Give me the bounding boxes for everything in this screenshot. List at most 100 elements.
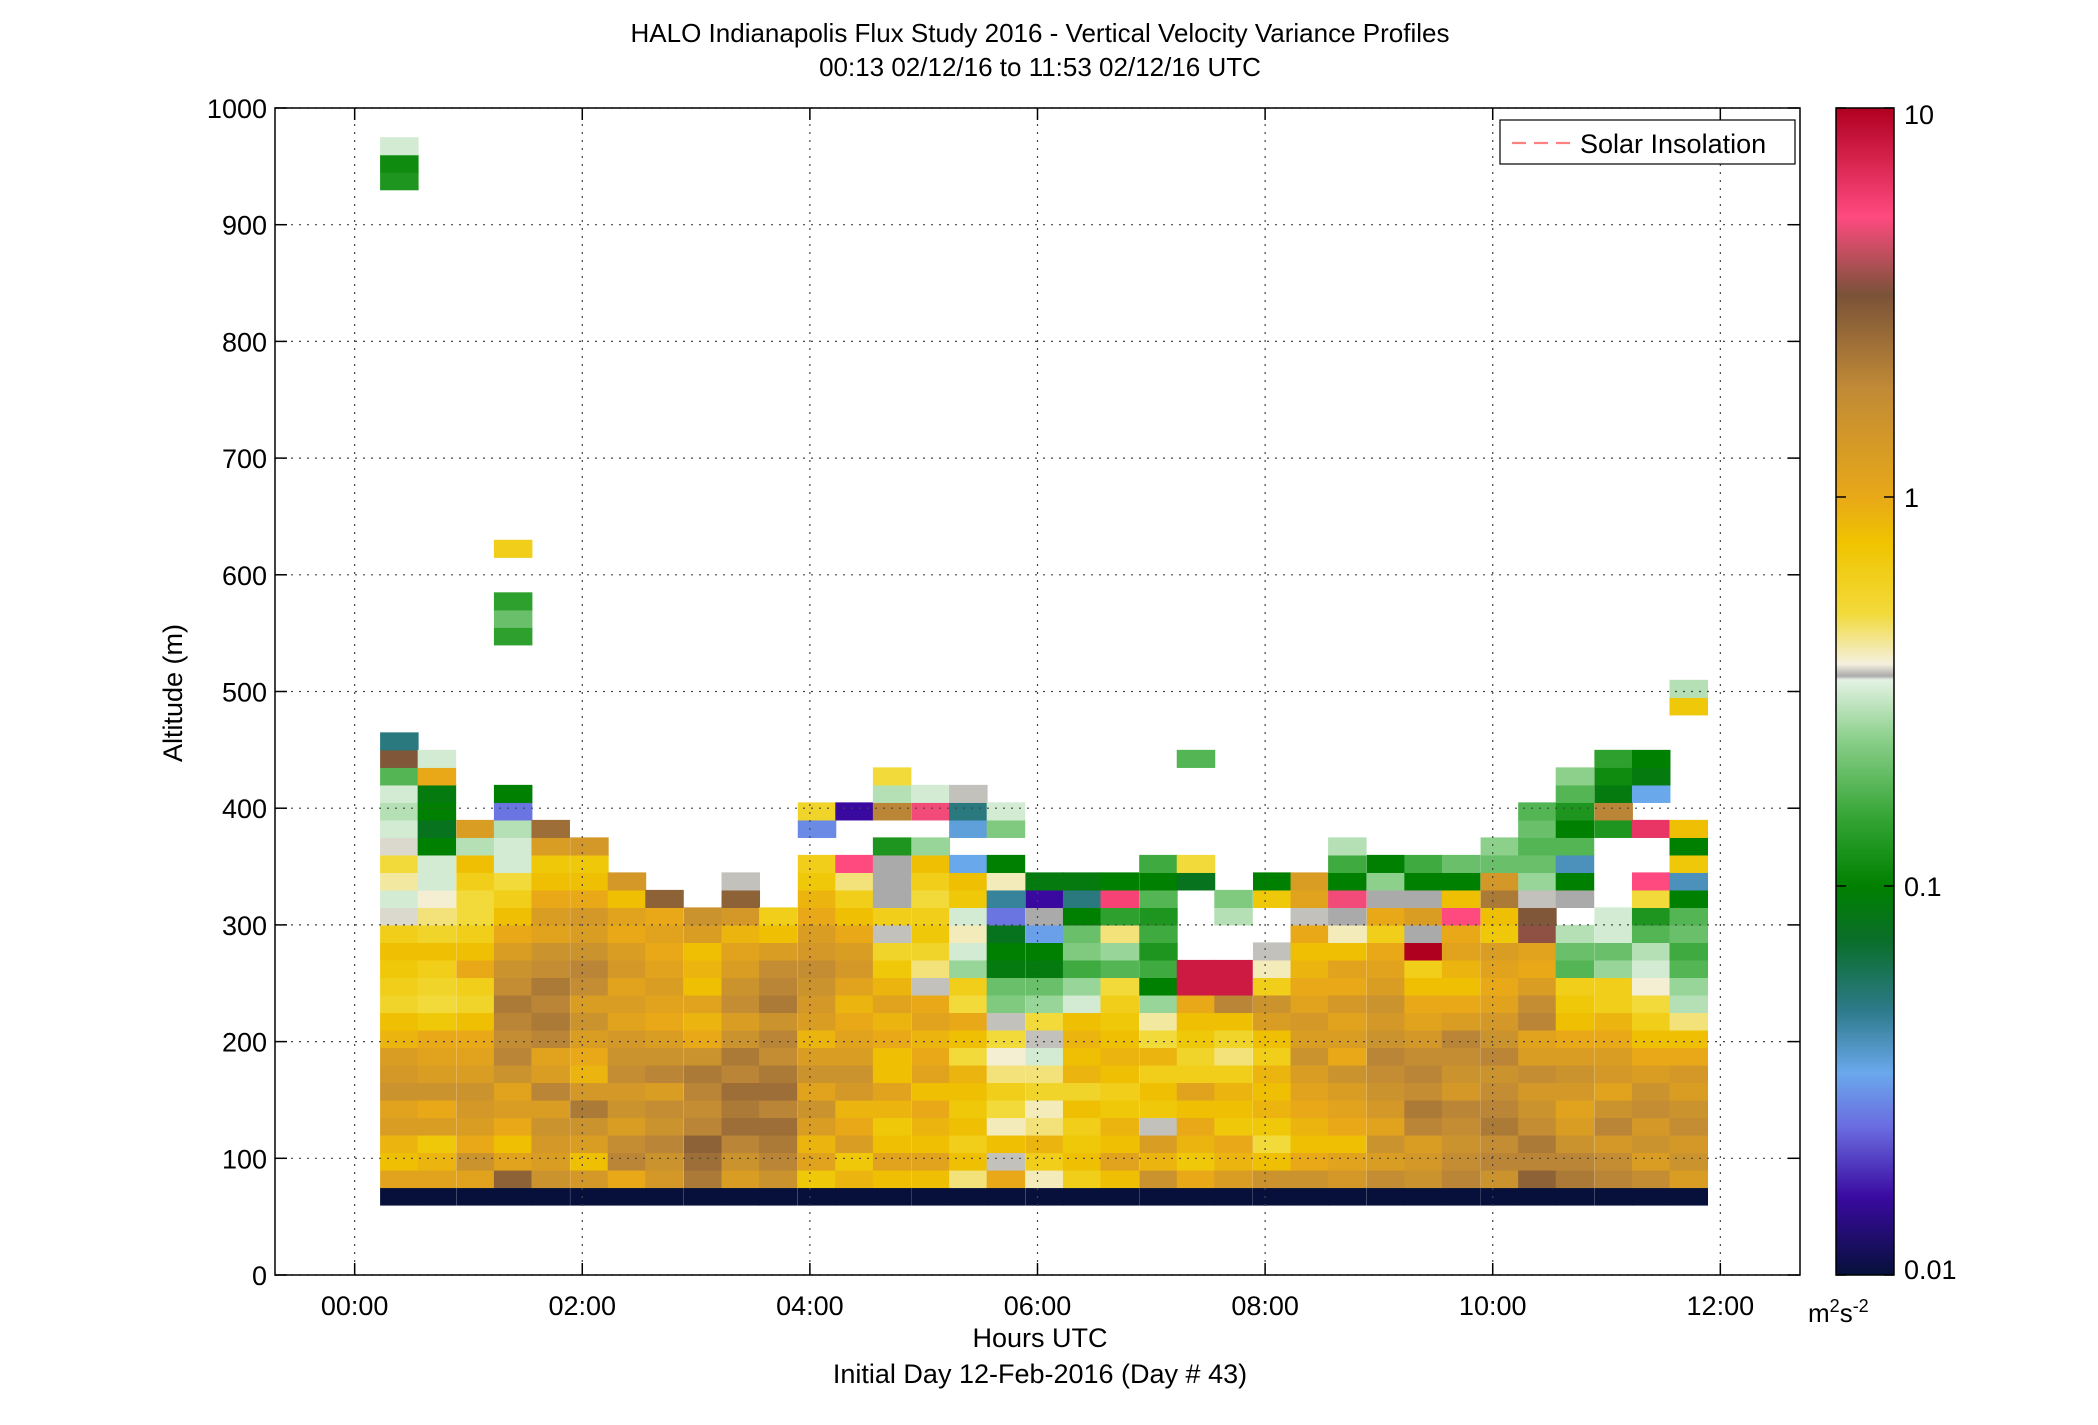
heatmap-cell [835, 1134, 874, 1154]
x-tick-label: 12:00 [1687, 1291, 1755, 1321]
heatmap-cell [1631, 907, 1671, 926]
heatmap-cell [380, 802, 419, 821]
legend-box [1499, 119, 1796, 165]
heatmap-cell [645, 1187, 684, 1206]
heatmap-cell [759, 1029, 798, 1049]
heatmap-cell [645, 907, 684, 926]
heatmap-cell [835, 872, 874, 891]
heatmap-cell [531, 994, 570, 1014]
heatmap-cell [1555, 872, 1595, 891]
heatmap-cell [1631, 942, 1671, 961]
heatmap-cell [1480, 907, 1520, 926]
heatmap-cell [645, 1047, 684, 1066]
heatmap-cell [759, 942, 798, 961]
heatmap-cell [949, 889, 988, 908]
y-tick-label: 800 [222, 327, 267, 357]
heatmap-cell [986, 924, 1026, 943]
heatmap-cell [1062, 924, 1102, 943]
heatmap-cell [1631, 819, 1671, 838]
heatmap-cell [570, 1187, 609, 1206]
heatmap-cell [456, 994, 495, 1014]
heatmap-cell [797, 959, 837, 979]
heatmap-cell [1328, 889, 1367, 908]
heatmap-cell [1404, 924, 1443, 943]
heatmap-cell [1100, 1082, 1139, 1101]
heatmap-cell [645, 977, 684, 996]
heatmap-cell [835, 1117, 874, 1136]
heatmap-cell [1594, 1029, 1633, 1049]
heatmap-cell [570, 854, 609, 873]
heatmap-cell [531, 1187, 570, 1206]
heatmap-cell [1290, 1099, 1330, 1119]
heatmap-cell [1404, 1134, 1443, 1154]
heatmap-cell [835, 924, 874, 943]
heatmap-cell [1366, 1047, 1406, 1066]
heatmap-cell [1328, 907, 1367, 926]
heatmap-cell [1555, 994, 1595, 1014]
heatmap-cell [1441, 924, 1481, 943]
heatmap-cell [835, 1187, 874, 1206]
colorbar-frame [1835, 107, 1895, 1276]
heatmap-cell [986, 802, 1026, 821]
heatmap-cell [1176, 872, 1216, 891]
heatmap-cell [1441, 1187, 1481, 1206]
heatmap-cell [1139, 1117, 1178, 1136]
heatmap-cell [1669, 679, 1709, 698]
heatmap-cell [1669, 959, 1709, 979]
heatmap-cell [607, 1187, 647, 1206]
heatmap-cell [493, 819, 533, 838]
heatmap-cell [1100, 889, 1139, 908]
heatmap-cell [1480, 1134, 1520, 1154]
heatmap-cell [797, 872, 837, 891]
heatmap-cell [1555, 802, 1595, 821]
heatmap-cell [911, 942, 951, 961]
heatmap-cell [607, 1012, 647, 1031]
y-tick-label: 300 [222, 911, 267, 941]
colorbar-tick-label: 0.1 [1904, 872, 1942, 902]
heatmap-cell [380, 732, 419, 751]
heatmap-cell [380, 977, 419, 996]
heatmap-cell [835, 907, 874, 926]
heatmap-cell [417, 802, 457, 821]
heatmap-cell [835, 1047, 874, 1066]
heatmap-cell [1480, 1082, 1520, 1101]
heatmap-cell [531, 924, 570, 943]
heatmap-cell [797, 1152, 837, 1171]
heatmap-cell [872, 802, 912, 821]
heatmap-cell [797, 1029, 837, 1049]
heatmap-cell [683, 1099, 723, 1119]
x-tick-label: 00:00 [321, 1291, 389, 1321]
heatmap-cell [1139, 1169, 1178, 1189]
heatmap-cell [721, 924, 761, 943]
heatmap-cell [949, 872, 988, 891]
heatmap-cell [1631, 977, 1671, 996]
heatmap-cell [683, 1117, 723, 1136]
heatmap-cell [1252, 1099, 1292, 1119]
heatmap-cell [1366, 1012, 1406, 1031]
heatmap-cell [797, 802, 837, 821]
heatmap-cell [1518, 942, 1557, 961]
heatmap-cell [531, 854, 570, 873]
colorbar-tick-label: 1 [1904, 483, 1919, 513]
heatmap-cell [1366, 907, 1406, 926]
heatmap-cell [493, 1029, 533, 1049]
heatmap-cell [1631, 994, 1671, 1014]
heatmap-cell [683, 1169, 723, 1189]
heatmap-cell [949, 819, 988, 838]
plot-area: 00:00 02:00 04:00 06:00 08:00 10:00 12:00 0 100… [207, 94, 1801, 1321]
heatmap-cell [570, 872, 609, 891]
heatmap-cell [1025, 907, 1064, 926]
heatmap-cell [1631, 1099, 1671, 1119]
heatmap-cell [570, 1047, 609, 1066]
heatmap-cell [1214, 994, 1253, 1014]
heatmap-cell [1252, 1134, 1292, 1154]
heatmap-cell [1290, 1187, 1330, 1206]
heatmap-cell [1252, 1187, 1292, 1206]
heatmap-cell [417, 907, 457, 926]
heatmap-cell [1669, 994, 1709, 1014]
heatmap-cell [721, 1029, 761, 1049]
heatmap-cell [835, 802, 874, 821]
heatmap-cell [835, 1029, 874, 1049]
heatmap-cell [721, 1099, 761, 1119]
heatmap-cell [1062, 994, 1102, 1014]
